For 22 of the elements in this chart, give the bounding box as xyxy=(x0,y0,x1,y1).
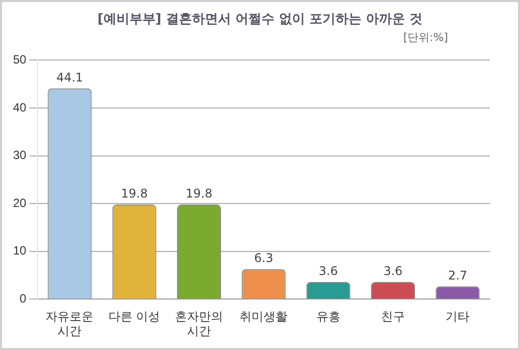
data-label: 19.8 xyxy=(186,186,212,201)
x-tick-label: 자유로운 시간 xyxy=(46,310,94,338)
data-label: 44.1 xyxy=(56,70,84,85)
y-tick-label: 30 xyxy=(12,148,27,162)
x-tick-label: 취미생활 xyxy=(240,310,288,324)
data-label: 6.3 xyxy=(254,251,274,266)
data-label: 3.6 xyxy=(383,264,403,278)
x-tick-label: 기타 xyxy=(446,310,470,324)
y-tick-label: 40 xyxy=(12,100,27,114)
x-tick-label: 친구 xyxy=(381,310,406,324)
y-tick-label: 50 xyxy=(12,52,27,67)
chart-title: [예비부부] 결혼하면서 어쩔수 없이 포기하는 아까운 것 xyxy=(96,11,424,28)
data-label: 3.6 xyxy=(318,264,338,278)
x-tick-label: 혼자만의 시간 xyxy=(175,310,224,338)
y-tick-label: 20 xyxy=(12,196,27,210)
x-tick-label: 유흥 xyxy=(316,310,340,324)
data-label: 19.8 xyxy=(120,186,148,201)
y-tick-label: 10 xyxy=(12,244,27,258)
chart-subtitle: [단위:%] xyxy=(403,30,448,45)
x-tick-label: 다른 이성 xyxy=(108,310,160,324)
data-label: 2.7 xyxy=(448,268,468,282)
y-tick-label: 0 xyxy=(20,292,27,306)
